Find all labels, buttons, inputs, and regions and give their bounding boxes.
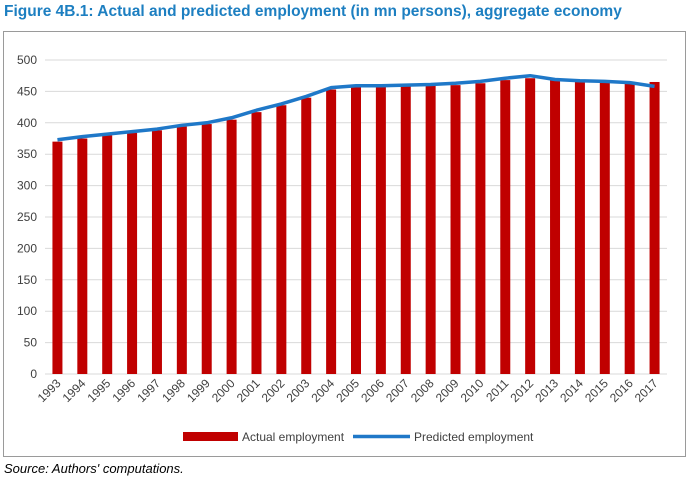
bar-actual <box>226 119 237 374</box>
bar-actual <box>375 87 386 374</box>
x-tick-label: 2015 <box>582 376 611 405</box>
x-tick-label: 2013 <box>532 376 561 405</box>
bar-actual <box>624 83 635 374</box>
bar-actual <box>201 124 212 374</box>
y-tick-label: 300 <box>17 179 37 193</box>
bar-actual <box>599 81 610 374</box>
bar-actual <box>326 89 337 375</box>
bar-actual <box>351 87 361 374</box>
legend-label-actual: Actual employment <box>242 430 345 444</box>
legend-label-predicted: Predicted employment <box>414 430 534 444</box>
x-tick-label: 1996 <box>109 376 138 405</box>
y-tick-label: 200 <box>17 241 37 255</box>
y-tick-label: 50 <box>24 336 38 350</box>
y-tick-label: 400 <box>17 116 37 130</box>
x-tick-label: 2011 <box>483 376 511 404</box>
bar-actual <box>102 135 113 374</box>
x-tick-label: 2012 <box>507 376 536 405</box>
x-tick-label: 1995 <box>85 376 114 405</box>
x-tick-label: 1997 <box>134 376 163 405</box>
y-tick-label: 100 <box>17 304 37 318</box>
legend-swatch-actual <box>183 432 238 441</box>
bar-actual <box>500 80 511 374</box>
x-tick-label: 2002 <box>259 376 288 405</box>
x-tick-label: 2014 <box>557 376 586 405</box>
y-tick-label: 150 <box>17 273 37 287</box>
bar-actual <box>550 80 561 374</box>
x-tick-label: 2006 <box>358 376 387 405</box>
y-tick-label: 450 <box>17 84 37 98</box>
x-tick-label: 2000 <box>209 376 238 405</box>
y-tick-label: 500 <box>17 53 37 67</box>
source-note: Source: Authors' computations. <box>4 461 184 476</box>
x-tick-label: 2005 <box>333 376 362 405</box>
x-tick-label: 2003 <box>284 376 313 405</box>
x-tick-label: 2007 <box>383 376 412 405</box>
x-tick-label: 1999 <box>184 376 213 405</box>
x-tick-label: 1993 <box>35 376 64 405</box>
x-tick-label: 2010 <box>458 376 487 405</box>
bar-actual <box>251 112 262 375</box>
x-tick-label: 2008 <box>408 376 437 405</box>
x-tick-label: 1994 <box>60 376 89 405</box>
x-tick-label: 2017 <box>632 376 661 405</box>
y-tick-label: 250 <box>17 210 37 224</box>
x-tick-label: 2001 <box>234 376 263 405</box>
figure-title: Figure 4B.1: Actual and predicted employ… <box>4 3 622 20</box>
line-predicted <box>57 73 655 142</box>
bar-actual <box>127 132 138 374</box>
bar-actual <box>276 105 287 374</box>
bar-actual <box>52 141 63 374</box>
x-tick-label: 1998 <box>159 376 188 405</box>
bar-actual <box>649 81 660 374</box>
x-tick-label: 2016 <box>607 376 636 405</box>
chart-frame <box>3 31 686 457</box>
bar-actual <box>425 85 436 375</box>
bar-actual <box>176 126 187 375</box>
bar-actual <box>450 85 461 375</box>
bar-actual <box>475 83 486 375</box>
x-tick-label: 2009 <box>433 376 462 405</box>
bar-actual <box>77 138 88 374</box>
y-tick-label: 0 <box>30 367 37 381</box>
bar-actual <box>151 130 162 374</box>
bar-actual <box>400 86 411 374</box>
bar-actual <box>525 78 536 374</box>
x-tick-label: 2004 <box>308 376 337 405</box>
bar-actual <box>574 81 585 375</box>
bar-actual <box>301 97 312 375</box>
y-tick-label: 350 <box>17 147 37 161</box>
